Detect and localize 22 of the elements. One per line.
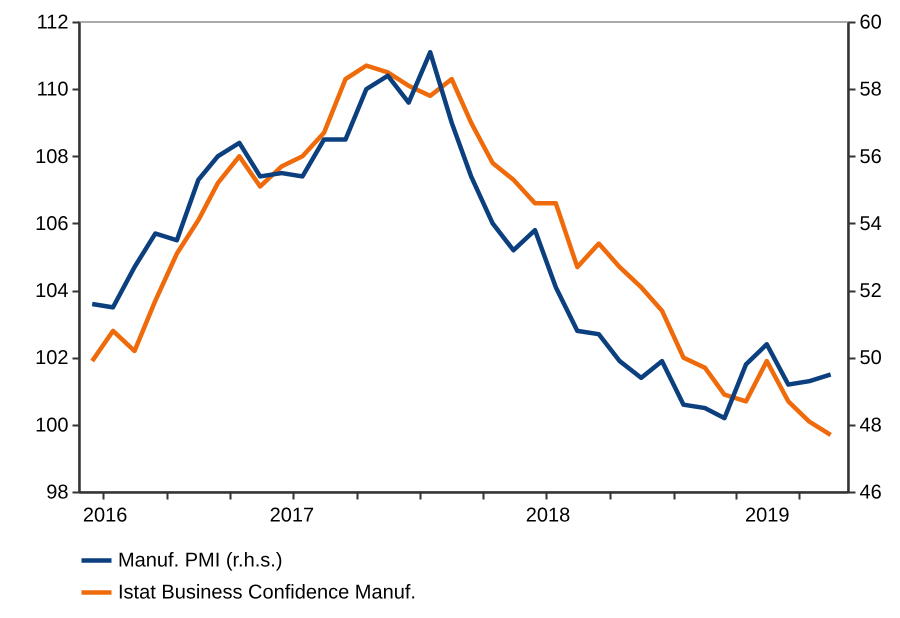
y-tick-label: 106 <box>35 212 68 235</box>
y2-tick-label: 46 <box>860 482 882 504</box>
y-tick-label: 104 <box>35 280 68 302</box>
y-tick-label: 108 <box>35 146 68 168</box>
legend-label: Istat Business Confidence Manuf. <box>118 582 416 604</box>
y-tick-label: 98 <box>46 482 68 504</box>
y2-tick-label: 50 <box>860 347 882 370</box>
x-tick-label: 2016 <box>82 504 128 526</box>
x-tick-label: 2019 <box>745 504 790 526</box>
x-tick-label: 2018 <box>526 504 570 526</box>
y2-tick-label: 60 <box>860 12 882 34</box>
y2-tick-label: 48 <box>860 414 882 436</box>
y-tick-label: 112 <box>36 12 68 34</box>
y-tick-label: 110 <box>36 78 68 101</box>
y-tick-label: 100 <box>35 414 68 436</box>
legend-label: Manuf. PMI (r.h.s.) <box>118 550 282 572</box>
y2-tick-label: 58 <box>860 78 882 101</box>
y2-tick-label: 52 <box>860 280 882 302</box>
y2-tick-label: 54 <box>860 212 882 235</box>
y-tick-label: 102 <box>35 347 68 370</box>
y2-tick-label: 56 <box>860 146 882 168</box>
x-tick-label: 2017 <box>270 504 314 526</box>
